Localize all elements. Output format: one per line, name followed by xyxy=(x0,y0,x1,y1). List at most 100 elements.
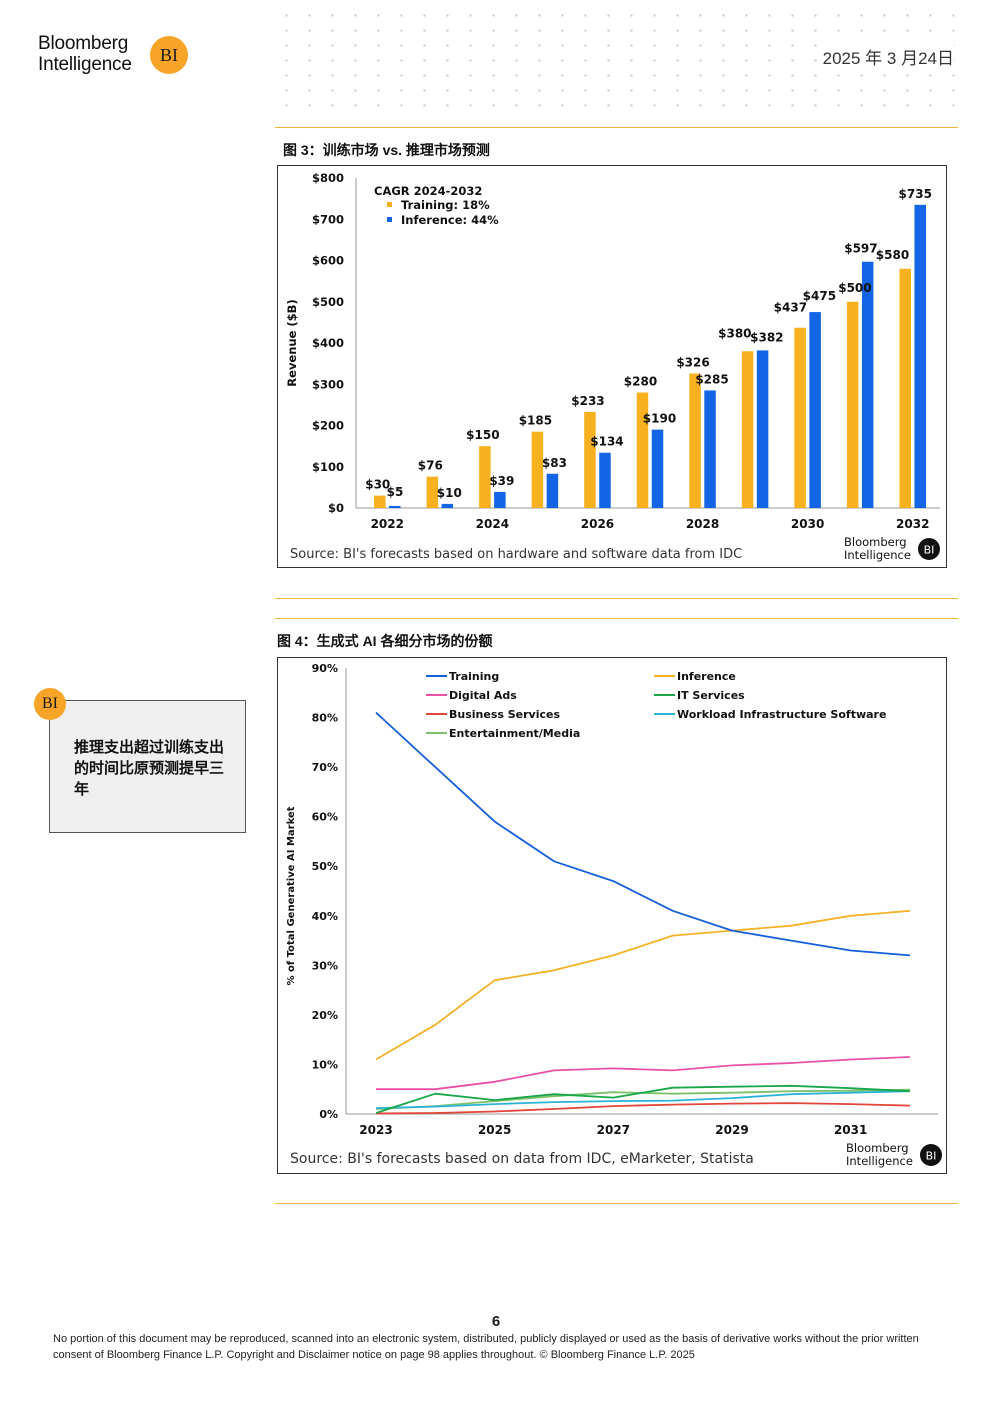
legend-label: Training xyxy=(449,670,499,683)
figure4-title: 图 4：生成式 AI 各细分市场的份额 xyxy=(277,633,493,649)
source-logo-line-2: Intelligence xyxy=(844,548,911,562)
data-label: $233 xyxy=(571,394,604,408)
legend-label: Inference xyxy=(677,670,736,683)
y-tick-label: $800 xyxy=(312,171,344,185)
series-line-it-services xyxy=(375,1084,911,1114)
data-label: $500 xyxy=(838,281,871,295)
legend-swatch xyxy=(387,217,392,222)
y-tick-label: $300 xyxy=(312,377,344,391)
figure4-source: Source: BI's forecasts based on data fro… xyxy=(290,1151,754,1167)
data-label: $285 xyxy=(695,372,728,386)
y-tick-label: $200 xyxy=(312,419,344,433)
x-tick-label: 2030 xyxy=(791,517,824,531)
figure3-frame: $0 $100 $200 $300 $400 $500 $600 $700 $800 Revenu… xyxy=(277,165,947,568)
data-label: $597 xyxy=(844,242,877,256)
y-tick-label: 50% xyxy=(312,860,338,873)
bar-training xyxy=(899,268,911,508)
legend-label: Entertainment/Media xyxy=(449,727,580,740)
callout-box: 推理支出超过训练支出的时间比原预测提早三年 xyxy=(49,700,246,833)
legend-label: Workload Infrastructure Software xyxy=(677,708,886,721)
data-label: $134 xyxy=(590,435,623,449)
callout-bi-badge-icon: BI xyxy=(34,688,66,720)
data-label: $580 xyxy=(876,248,909,262)
logo-line-2: Intelligence xyxy=(38,54,132,75)
bar-training xyxy=(689,373,701,508)
divider xyxy=(275,618,958,619)
bar-inference xyxy=(546,473,559,508)
x-tick-label: 2022 xyxy=(371,517,404,531)
x-tick-label: 2028 xyxy=(686,517,719,531)
bar-training xyxy=(584,411,596,508)
legend-label: IT Services xyxy=(677,689,745,702)
figure4-line-chart: 0% 10% 20% 30% 40% 50% 60% 70% 80% 90% 2023 2025 202… xyxy=(286,662,942,1168)
y-tick-label: $500 xyxy=(312,295,344,309)
x-tick-label: 2025 xyxy=(478,1123,511,1137)
data-label: $382 xyxy=(750,330,783,344)
bar-training xyxy=(741,351,754,508)
data-label: $39 xyxy=(489,474,514,488)
report-date: 2025 年 3 月24日 xyxy=(816,44,954,69)
data-label: $30 xyxy=(365,478,390,492)
x-tick-label: 2027 xyxy=(597,1123,630,1137)
x-tick-label: 2031 xyxy=(834,1123,867,1137)
figure3-title: 图 3：训练市场 vs. 推理市场预测 xyxy=(283,142,490,158)
y-tick-label: 60% xyxy=(312,811,338,824)
y-tick-label: $100 xyxy=(312,460,344,474)
series-line-digital-ads xyxy=(376,1056,911,1091)
page-number: 6 xyxy=(491,1313,501,1330)
data-label: $190 xyxy=(643,412,676,426)
source-logo-line-1: Bloomberg xyxy=(846,1141,909,1155)
bar-inference xyxy=(914,204,926,508)
data-label: $83 xyxy=(542,456,567,470)
legend-label: Digital Ads xyxy=(449,689,517,702)
bar-training xyxy=(531,431,544,508)
bar-inference xyxy=(494,491,506,508)
bi-badge-icon: BI xyxy=(150,36,188,74)
y-tick-label: $400 xyxy=(312,336,344,350)
legend-swatch xyxy=(387,202,392,207)
data-label: $326 xyxy=(676,356,709,370)
y-tick-label: $600 xyxy=(312,254,344,268)
series-line-inference xyxy=(375,909,911,1061)
data-label: $185 xyxy=(519,414,552,428)
y-tick-label: 30% xyxy=(312,959,338,972)
y-tick-label: $0 xyxy=(328,501,344,515)
x-tick-label: 2026 xyxy=(581,517,614,531)
y-axis-label: Revenue ($B) xyxy=(285,299,299,386)
logo-line-1: Bloomberg xyxy=(38,33,129,54)
data-label: $280 xyxy=(624,375,657,389)
figure3-source: Source: BI's forecasts based on hardware… xyxy=(290,547,742,562)
bar-inference xyxy=(441,503,454,508)
bar-training xyxy=(846,301,859,508)
x-tick-label: 2032 xyxy=(896,517,929,531)
data-label: $5 xyxy=(387,485,404,499)
legend-label: Training: 18% xyxy=(401,198,490,212)
x-tick-label: 2029 xyxy=(715,1123,748,1137)
series-line-training xyxy=(375,711,911,957)
y-tick-label: $700 xyxy=(312,212,344,226)
divider xyxy=(275,598,958,599)
data-label: $380 xyxy=(718,326,751,340)
y-tick-label: 80% xyxy=(312,712,338,725)
divider xyxy=(275,127,958,128)
y-tick-label: 20% xyxy=(312,1009,338,1022)
bi-badge-icon xyxy=(918,538,940,560)
bar-inference xyxy=(704,390,716,508)
bar-training xyxy=(794,327,806,508)
bar-inference xyxy=(651,429,664,508)
bar-inference xyxy=(599,452,611,508)
bar-inference xyxy=(861,261,874,508)
bar-training xyxy=(636,392,649,508)
data-label: $76 xyxy=(418,459,443,473)
bar-training xyxy=(374,495,386,508)
figure4-frame: 0% 10% 20% 30% 40% 50% 60% 70% 80% 90% 2023 2025 202… xyxy=(277,657,947,1174)
series-line-business-services xyxy=(375,1102,911,1115)
bi-badge-text: BI xyxy=(926,1150,937,1163)
bi-badge-text: BI xyxy=(924,544,935,557)
y-tick-label: 90% xyxy=(312,662,338,675)
data-label: $475 xyxy=(803,289,836,303)
series-line-workload-infrastructure-software xyxy=(375,1090,911,1109)
data-label: $735 xyxy=(899,187,932,201)
divider xyxy=(275,1203,958,1204)
bar-training xyxy=(479,446,491,508)
